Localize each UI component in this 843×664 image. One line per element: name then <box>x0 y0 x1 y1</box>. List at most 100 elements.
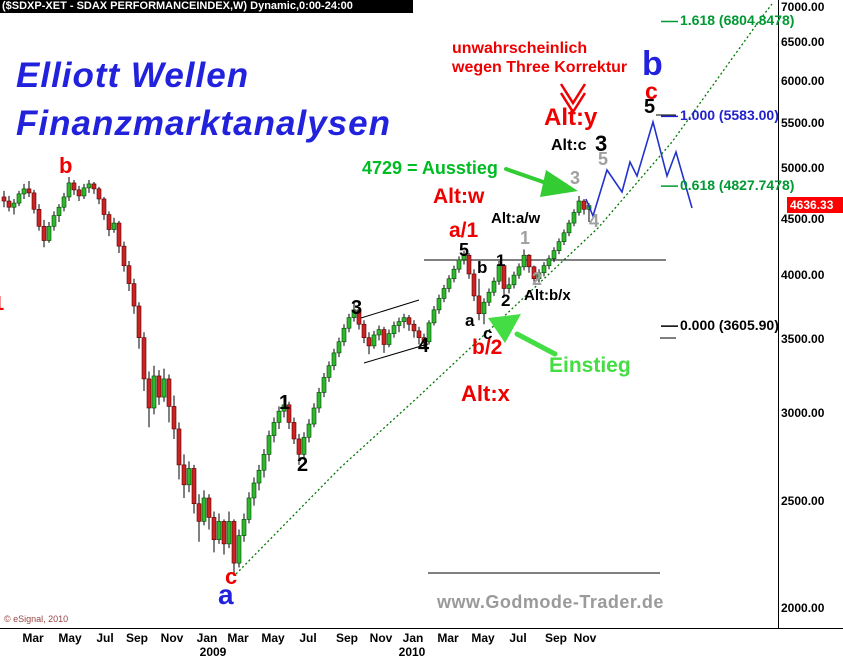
candle <box>416 330 422 338</box>
candle <box>76 189 82 197</box>
candle <box>276 410 282 423</box>
candle <box>91 183 97 190</box>
last-price-badge: 4636.33 <box>787 197 843 213</box>
candle <box>536 272 542 280</box>
candle <box>256 469 262 484</box>
wave-label: c <box>225 564 238 589</box>
candle <box>86 183 92 189</box>
candle <box>571 212 577 224</box>
wave-label: 2 <box>297 454 309 476</box>
trendline <box>235 3 773 575</box>
title-bar-text: ($SDXP-XET - SDAX PERFORMANCEINDEX,W) Dy… <box>2 0 353 12</box>
candle <box>526 254 532 268</box>
candle <box>121 245 127 266</box>
wave-label: Einstieg <box>549 354 631 377</box>
month-label: Jan <box>402 631 424 645</box>
candle <box>576 200 582 213</box>
candle <box>446 278 452 289</box>
wave-label: a <box>218 579 234 610</box>
candle <box>286 404 292 423</box>
candle <box>226 521 232 545</box>
projection-path <box>585 119 693 219</box>
y-tick-label: 5500.00 <box>781 115 825 130</box>
wave-label: 1 <box>496 251 506 270</box>
candle <box>71 182 77 191</box>
fib-level-label: 1.618 (6804.8478) <box>680 12 795 29</box>
wave-label: 5 <box>459 240 470 260</box>
candle <box>511 274 517 286</box>
candle <box>426 322 432 343</box>
month-label: Sep <box>335 631 359 645</box>
candle <box>131 283 137 307</box>
month-label: Nov <box>573 631 597 645</box>
wave-label: 4 <box>418 335 430 357</box>
candle <box>466 254 472 275</box>
wave-label: c <box>483 324 493 343</box>
brand-watermark-line2: Finanzmarktanalysen <box>16 104 391 143</box>
candle <box>281 404 287 412</box>
month-label: Mar <box>437 631 459 645</box>
month-label: Jan <box>196 631 218 645</box>
candle <box>166 378 172 407</box>
wave-label: Alt:c <box>551 137 587 154</box>
candle <box>391 325 397 334</box>
einstieg-arrow <box>514 331 558 357</box>
month-label: Sep <box>125 631 149 645</box>
fib-level-label: 0.618 (4827.7478) <box>680 177 795 194</box>
candle <box>151 375 157 409</box>
wave-label: Alt:y <box>544 104 598 131</box>
candle <box>196 503 202 522</box>
candle <box>371 334 377 347</box>
candle <box>341 327 347 343</box>
candle <box>156 375 162 398</box>
candle <box>291 422 297 440</box>
candle <box>336 341 342 354</box>
brand-watermark-line1: Elliott Wellen <box>16 56 250 95</box>
candle <box>266 435 272 455</box>
candle <box>566 222 572 234</box>
candle <box>326 365 332 378</box>
month-label: May <box>471 631 495 645</box>
candle <box>11 202 17 208</box>
ausstieg-arrow <box>540 170 578 197</box>
fib-level-label: 1.000 (5583.00) <box>680 107 779 124</box>
candle <box>56 206 62 216</box>
candle <box>201 497 207 522</box>
month-label: Sep <box>544 631 568 645</box>
month-label: May <box>261 631 285 645</box>
ausstieg-arrow <box>504 167 551 186</box>
candle <box>231 521 237 564</box>
candle <box>431 309 437 324</box>
candle <box>161 378 167 398</box>
wave-label: b <box>59 153 73 178</box>
month-label: May <box>58 631 82 645</box>
month-label: Mar <box>227 631 249 645</box>
month-label: Jul <box>96 631 114 645</box>
candle <box>206 497 212 518</box>
wave-label: 2 <box>532 269 543 289</box>
candle <box>36 209 42 227</box>
wave-label: 1 <box>0 294 4 314</box>
candle <box>16 193 22 204</box>
wave-label: wegen Three Korrektur <box>452 59 628 76</box>
wave-label: 1 <box>279 392 291 414</box>
y-tick-label: 2000.00 <box>781 600 825 615</box>
candle <box>406 317 412 325</box>
candle <box>111 222 117 230</box>
y-tick-label: 3500.00 <box>781 332 825 347</box>
candle <box>41 225 47 241</box>
wave-label: 3 <box>595 131 608 156</box>
candle <box>61 196 67 208</box>
candle <box>81 187 87 197</box>
three-korrektur-arrow <box>559 83 587 106</box>
month-label: Nov <box>160 631 184 645</box>
wave-label: b/2 <box>472 336 503 359</box>
candle <box>146 378 152 409</box>
title-bar: ($SDXP-XET - SDAX PERFORMANCEINDEX,W) Dy… <box>0 0 413 13</box>
candle <box>496 265 502 282</box>
candle <box>96 188 102 200</box>
y-tick-label: 2500.00 <box>781 493 825 508</box>
candle <box>386 333 392 345</box>
wave-label: c <box>645 78 658 104</box>
wave-label: a/1 <box>449 219 479 242</box>
